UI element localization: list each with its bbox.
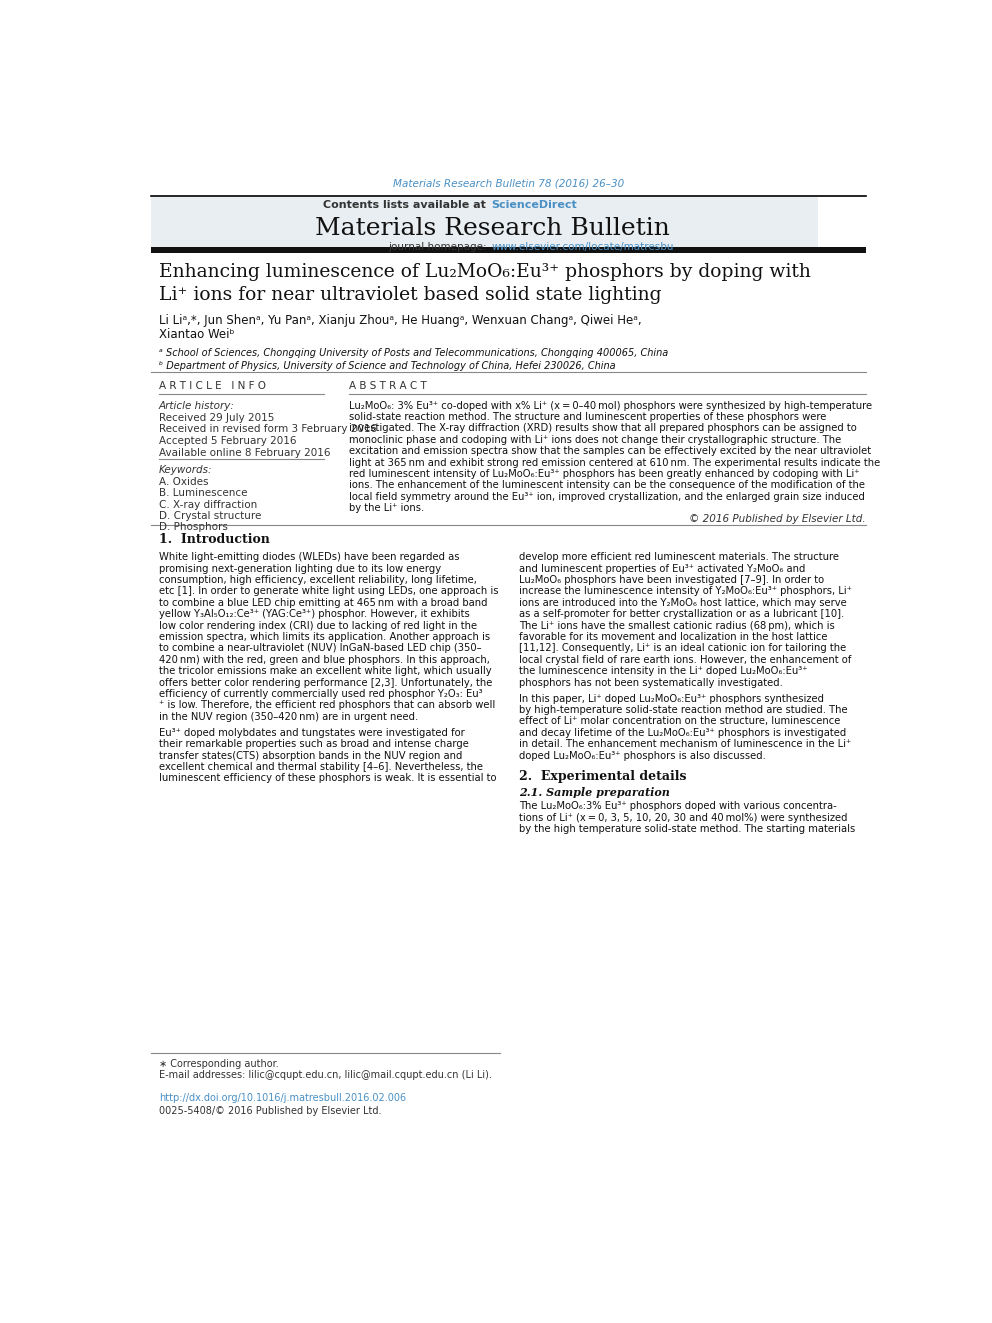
Text: Received in revised form 3 February 2016: Received in revised form 3 February 2016 [159,425,377,434]
Text: A R T I C L E   I N F O: A R T I C L E I N F O [159,381,266,392]
Text: Lu₂MoO₆: 3% Eu³⁺ co-doped with x% Li⁺ (x = 0–40 mol) phosphors were synthesized : Lu₂MoO₆: 3% Eu³⁺ co-doped with x% Li⁺ (x… [349,401,872,410]
Text: Li⁺ ions for near ultraviolet based solid state lighting: Li⁺ ions for near ultraviolet based soli… [159,286,662,304]
Text: White light-emitting diodes (WLEDs) have been regarded as: White light-emitting diodes (WLEDs) have… [159,552,459,562]
Text: C. X-ray diffraction: C. X-ray diffraction [159,500,257,509]
Text: doped Lu₂MoO₆:Eu³⁺ phosphors is also discussed.: doped Lu₂MoO₆:Eu³⁺ phosphors is also dis… [519,750,766,761]
Text: Keywords:: Keywords: [159,466,212,475]
Text: luminescent efficiency of these phosphors is weak. It is essential to: luminescent efficiency of these phosphor… [159,774,496,783]
Text: Article history:: Article history: [159,401,235,410]
Text: The Li⁺ ions have the smallest cationic radius (68 pm), which is: The Li⁺ ions have the smallest cationic … [519,620,835,631]
Text: excitation and emission spectra show that the samples can be effectively excited: excitation and emission spectra show tha… [349,446,871,456]
Text: in the NUV region (350–420 nm) are in urgent need.: in the NUV region (350–420 nm) are in ur… [159,712,418,722]
Text: tions of Li⁺ (x = 0, 3, 5, 10, 20, 30 and 40 mol%) were synthesized: tions of Li⁺ (x = 0, 3, 5, 10, 20, 30 an… [519,812,848,823]
Text: and luminescent properties of Eu³⁺ activated Y₂MoO₆ and: and luminescent properties of Eu³⁺ activ… [519,564,806,574]
Text: © 2016 Published by Elsevier Ltd.: © 2016 Published by Elsevier Ltd. [689,513,866,524]
Text: yellow Y₃Al₅O₁₂:Ce³⁺ (YAG:Ce³⁺) phosphor. However, it exhibits: yellow Y₃Al₅O₁₂:Ce³⁺ (YAG:Ce³⁺) phosphor… [159,609,469,619]
Text: Li Liᵃ,*, Jun Shenᵃ, Yu Panᵃ, Xianju Zhouᵃ, He Huangᵃ, Wenxuan Changᵃ, Qiwei Heᵃ: Li Liᵃ,*, Jun Shenᵃ, Yu Panᵃ, Xianju Zho… [159,314,642,327]
Text: http://dx.doi.org/10.1016/j.matresbull.2016.02.006: http://dx.doi.org/10.1016/j.matresbull.2… [159,1093,406,1103]
Text: ⁺ is low. Therefore, the efficient red phosphors that can absorb well: ⁺ is low. Therefore, the efficient red p… [159,700,495,710]
Text: 2.  Experimental details: 2. Experimental details [519,770,686,783]
Text: ᵇ Department of Physics, University of Science and Technology of China, Hefei 23: ᵇ Department of Physics, University of S… [159,361,615,372]
Text: www.elsevier.com/locate/matresbu: www.elsevier.com/locate/matresbu [491,242,674,251]
Text: [11,12]. Consequently, Li⁺ is an ideal cationic ion for tailoring the: [11,12]. Consequently, Li⁺ is an ideal c… [519,643,846,654]
Text: transfer states(CTS) absorption bands in the NUV region and: transfer states(CTS) absorption bands in… [159,750,462,761]
Text: 420 nm) with the red, green and blue phosphors. In this approach,: 420 nm) with the red, green and blue pho… [159,655,490,664]
Text: the tricolor emissions make an excellent white light, which usually: the tricolor emissions make an excellent… [159,667,491,676]
Text: by the high temperature solid-state method. The starting materials: by the high temperature solid-state meth… [519,824,855,833]
Text: investigated. The X-ray diffraction (XRD) results show that all prepared phospho: investigated. The X-ray diffraction (XRD… [349,423,856,434]
Text: A B S T R A C T: A B S T R A C T [349,381,427,392]
Text: ∗ Corresponding author.: ∗ Corresponding author. [159,1058,279,1069]
Text: local crystal field of rare earth ions. However, the enhancement of: local crystal field of rare earth ions. … [519,655,851,664]
Text: ions are introduced into the Y₂MoO₆ host lattice, which may serve: ions are introduced into the Y₂MoO₆ host… [519,598,847,607]
Text: Available online 8 February 2016: Available online 8 February 2016 [159,447,330,458]
Text: offers better color rendering performance [2,3]. Unfortunately, the: offers better color rendering performanc… [159,677,492,688]
Text: and decay lifetime of the Lu₂MoO₆:Eu³⁺ phosphors is investigated: and decay lifetime of the Lu₂MoO₆:Eu³⁺ p… [519,728,846,738]
Text: E-mail addresses: lilic@cqupt.edu.cn, lilic@mail.cqupt.edu.cn (Li Li).: E-mail addresses: lilic@cqupt.edu.cn, li… [159,1070,492,1080]
Text: The Lu₂MoO₆:3% Eu³⁺ phosphors doped with various concentra-: The Lu₂MoO₆:3% Eu³⁺ phosphors doped with… [519,802,837,811]
Text: ions. The enhancement of the luminescent intensity can be the consequence of the: ions. The enhancement of the luminescent… [349,480,865,491]
Text: their remarkable properties such as broad and intense charge: their remarkable properties such as broa… [159,740,469,749]
Text: Received 29 July 2015: Received 29 July 2015 [159,413,274,423]
Text: effect of Li⁺ molar concentration on the structure, luminescence: effect of Li⁺ molar concentration on the… [519,716,840,726]
Text: Enhancing luminescence of Lu₂MoO₆:Eu³⁺ phosphors by doping with: Enhancing luminescence of Lu₂MoO₆:Eu³⁺ p… [159,263,810,282]
Text: Eu³⁺ doped molybdates and tungstates were investigated for: Eu³⁺ doped molybdates and tungstates wer… [159,728,464,738]
Text: to combine a blue LED chip emitting at 465 nm with a broad band: to combine a blue LED chip emitting at 4… [159,598,487,607]
Text: emission spectra, which limits its application. Another approach is: emission spectra, which limits its appli… [159,632,490,642]
Text: increase the luminescence intensity of Y₂MoO₆:Eu³⁺ phosphors, Li⁺: increase the luminescence intensity of Y… [519,586,852,597]
Text: by high-temperature solid-state reaction method are studied. The: by high-temperature solid-state reaction… [519,705,848,714]
Text: Materials Research Bulletin: Materials Research Bulletin [315,217,671,241]
Text: B. Luminescence: B. Luminescence [159,488,247,499]
Text: 0025-5408/© 2016 Published by Elsevier Ltd.: 0025-5408/© 2016 Published by Elsevier L… [159,1106,381,1115]
Text: excellent chemical and thermal stability [4–6]. Nevertheless, the: excellent chemical and thermal stability… [159,762,483,773]
Text: Xiantao Weiᵇ: Xiantao Weiᵇ [159,328,234,341]
Text: develop more efficient red luminescent materials. The structure: develop more efficient red luminescent m… [519,552,839,562]
Text: light at 365 nm and exhibit strong red emission centered at 610 nm. The experime: light at 365 nm and exhibit strong red e… [349,458,880,467]
Text: ScienceDirect: ScienceDirect [491,200,577,209]
Text: In this paper, Li⁺ doped Lu₂MoO₆:Eu³⁺ phosphors synthesized: In this paper, Li⁺ doped Lu₂MoO₆:Eu³⁺ ph… [519,693,824,704]
Text: promising next-generation lighting due to its low energy: promising next-generation lighting due t… [159,564,441,574]
Text: to combine a near-ultraviolet (NUV) InGaN-based LED chip (350–: to combine a near-ultraviolet (NUV) InGa… [159,643,481,654]
Text: phosphors has not been systematically investigated.: phosphors has not been systematically in… [519,677,783,688]
Text: local field symmetry around the Eu³⁺ ion, improved crystallization, and the enla: local field symmetry around the Eu³⁺ ion… [349,492,865,501]
Text: Lu₂MoO₆ phosphors have been investigated [7–9]. In order to: Lu₂MoO₆ phosphors have been investigated… [519,576,824,585]
Text: consumption, high efficiency, excellent reliability, long lifetime,: consumption, high efficiency, excellent … [159,576,477,585]
Bar [151,197,817,247]
Text: efficiency of currently commercially used red phosphor Y₂O₃: Eu³: efficiency of currently commercially use… [159,689,482,699]
Text: as a self-promoter for better crystallization or as a lubricant [10].: as a self-promoter for better crystalliz… [519,609,844,619]
Text: D. Crystal structure: D. Crystal structure [159,511,261,521]
Text: red luminescent intensity of Lu₂MoO₆:Eu³⁺ phosphors has been greatly enhanced by: red luminescent intensity of Lu₂MoO₆:Eu³… [349,468,859,479]
Text: A. Oxides: A. Oxides [159,476,208,487]
Text: favorable for its movement and localization in the host lattice: favorable for its movement and localizat… [519,632,827,642]
Text: Contents lists available at: Contents lists available at [323,200,490,209]
Text: journal homepage:: journal homepage: [388,242,490,251]
Text: etc [1]. In order to generate white light using LEDs, one approach is: etc [1]. In order to generate white ligh… [159,586,498,597]
Text: monoclinic phase and codoping with Li⁺ ions does not change their crystallograph: monoclinic phase and codoping with Li⁺ i… [349,435,841,445]
Text: 1.  Introduction: 1. Introduction [159,533,270,546]
Text: solid-state reaction method. The structure and luminescent properties of these p: solid-state reaction method. The structu… [349,411,826,422]
Text: in detail. The enhancement mechanism of luminescence in the Li⁺: in detail. The enhancement mechanism of … [519,740,851,749]
Text: Materials Research Bulletin 78 (2016) 26–30: Materials Research Bulletin 78 (2016) 26… [393,179,624,188]
Bar [151,247,866,253]
Text: ᵃ School of Sciences, Chongqing University of Posts and Telecommunications, Chon: ᵃ School of Sciences, Chongqing Universi… [159,348,669,359]
Text: by the Li⁺ ions.: by the Li⁺ ions. [349,503,424,513]
Text: D. Phosphors: D. Phosphors [159,523,228,532]
Text: the luminescence intensity in the Li⁺ doped Lu₂MoO₆:Eu³⁺: the luminescence intensity in the Li⁺ do… [519,667,807,676]
Text: Accepted 5 February 2016: Accepted 5 February 2016 [159,437,297,446]
Text: low color rendering index (CRI) due to lacking of red light in the: low color rendering index (CRI) due to l… [159,620,477,631]
Text: 2.1. Sample preparation: 2.1. Sample preparation [519,787,671,798]
